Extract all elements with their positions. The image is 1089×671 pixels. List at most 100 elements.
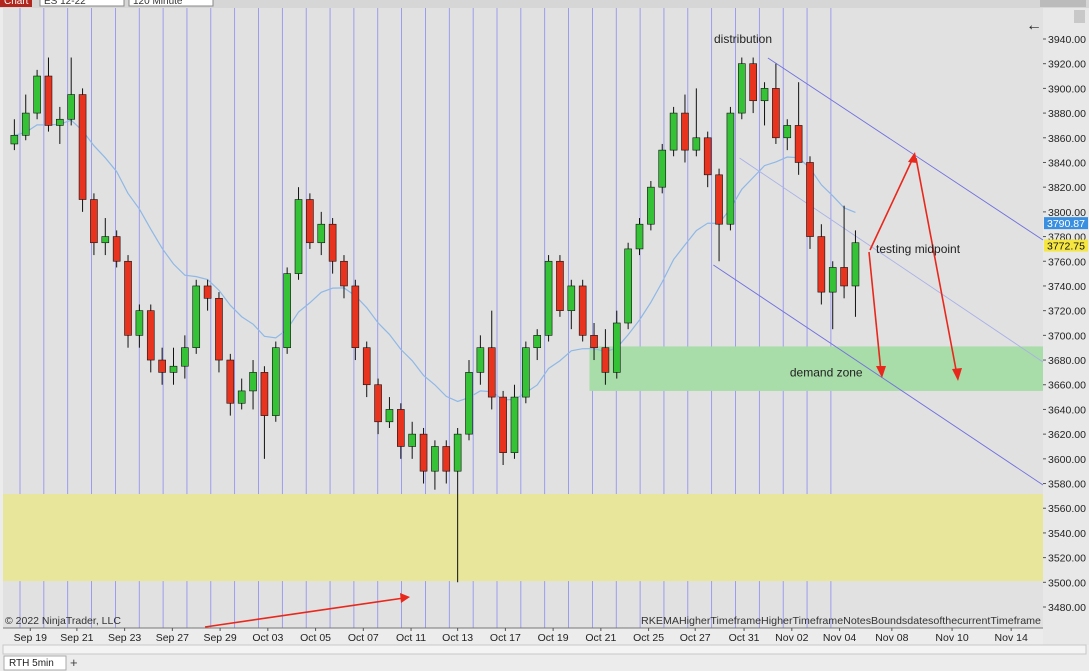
candle-body — [635, 223, 644, 250]
candle-body — [612, 322, 621, 373]
price-marker-label: 3790.87 — [1047, 218, 1085, 230]
candle-body — [340, 260, 348, 287]
arrow-head — [876, 366, 886, 378]
indicator-label: RKEMAHigherTimeframeHigherTimeframeNotes… — [641, 615, 1041, 627]
instrument-select[interactable] — [39, 0, 125, 7]
arrow-heads — [400, 152, 962, 603]
arrows — [204, 157, 958, 628]
candle-body — [453, 433, 462, 472]
annotation: testing midpoint — [876, 242, 961, 256]
y-tick-label: 3580.00 — [1048, 479, 1086, 491]
candle-body — [169, 365, 178, 373]
candle-body — [840, 267, 848, 287]
candle-body — [431, 446, 439, 472]
arrow-head — [952, 368, 962, 381]
add-tab[interactable]: + — [70, 655, 78, 670]
x-tick-label: Nov 02 — [775, 632, 808, 644]
candle-body — [737, 63, 746, 114]
back-arrow[interactable]: ← — [1026, 17, 1042, 34]
candle-body — [692, 137, 701, 151]
zone — [589, 346, 1043, 391]
x-tick-label: Oct 17 — [490, 632, 521, 644]
x-tick-label: Sep 27 — [156, 632, 189, 644]
bottom-tab[interactable] — [3, 655, 67, 671]
candle-body — [158, 359, 166, 373]
candle-body — [499, 396, 507, 453]
y-tick-label: 3620.00 — [1048, 429, 1086, 441]
chart-tab[interactable] — [0, 0, 32, 7]
y-tick-label: 3880.00 — [1048, 108, 1086, 120]
candle-body — [556, 260, 564, 311]
x-tick-label: Oct 31 — [729, 632, 760, 644]
candle-body — [465, 372, 473, 435]
candle-body — [533, 335, 542, 348]
x-tick-label: Oct 07 — [348, 632, 379, 644]
arrow — [869, 157, 914, 251]
scrollbar[interactable] — [2, 644, 1087, 655]
candle-body — [181, 347, 189, 367]
instrument-label[interactable]: ES 12-22 — [44, 0, 86, 7]
candle-body — [442, 446, 451, 472]
candle-body — [624, 248, 632, 324]
candle-body — [703, 137, 712, 176]
candle-body — [715, 174, 723, 225]
candle-body — [56, 118, 64, 126]
y-tick-label: 3500.00 — [1048, 577, 1086, 589]
x-tick-label: Nov 10 — [935, 632, 968, 644]
candle-body — [362, 347, 371, 386]
y-tick-label: 3740.00 — [1048, 281, 1086, 293]
x-tick-label: Oct 27 — [680, 632, 711, 644]
price-marker — [1044, 217, 1088, 230]
candle-body — [806, 162, 814, 237]
x-tick-label: Nov 04 — [823, 632, 856, 644]
chart-tab-label[interactable]: Chart — [4, 0, 29, 7]
x-tick-label: Oct 03 — [252, 632, 283, 644]
x-tick-label: Sep 29 — [203, 632, 236, 644]
candle-body — [760, 88, 769, 102]
plot-layer: demand zone — [3, 57, 1044, 583]
interval-label[interactable]: 120 Minute — [133, 0, 183, 7]
candle-body — [419, 433, 428, 472]
price-axis — [1043, 8, 1089, 645]
candle-body — [146, 310, 155, 361]
candle-body — [283, 273, 291, 348]
window-buttons[interactable] — [1040, 0, 1086, 7]
x-tick-label: Oct 05 — [300, 632, 331, 644]
x-tick-label: Sep 23 — [108, 632, 141, 644]
x-tick-label: Oct 19 — [538, 632, 569, 644]
candle-body — [522, 347, 530, 398]
candle-body — [397, 409, 405, 447]
trend-line — [739, 157, 1044, 363]
y-tick-label: 3720.00 — [1048, 306, 1086, 318]
candle-body — [374, 384, 382, 423]
candle-body — [817, 236, 826, 293]
y-tick-label: 3680.00 — [1048, 355, 1086, 367]
zone — [3, 494, 1043, 582]
y-tick-label: 3800.00 — [1048, 207, 1086, 219]
trend-line — [767, 57, 1044, 241]
candle-body — [21, 112, 30, 136]
candle-body — [90, 199, 98, 244]
bottom-tab-label[interactable]: RTH 5min — [9, 658, 54, 669]
candle-body — [647, 186, 655, 225]
candle-body — [851, 242, 860, 287]
candle-body — [544, 260, 553, 336]
candle-body — [203, 285, 212, 299]
candle-body — [658, 149, 667, 188]
y-tick-label: 3520.00 — [1048, 553, 1086, 565]
arrow — [915, 157, 958, 376]
copyright: © 2022 NinjaTrader, LLC — [5, 615, 121, 627]
y-tick-label: 3660.00 — [1048, 380, 1086, 392]
candle-body — [124, 260, 132, 336]
candle-body — [306, 199, 314, 244]
x-tick-label: Sep 19 — [14, 632, 47, 644]
candle-body — [476, 347, 485, 373]
arrow-head — [400, 593, 410, 603]
interval-select[interactable] — [128, 0, 214, 7]
candle-body — [385, 409, 394, 423]
y-tick-label: 3560.00 — [1048, 503, 1086, 515]
candle-body — [408, 433, 416, 447]
candle-body — [669, 112, 678, 151]
axis-button[interactable] — [1074, 10, 1085, 23]
